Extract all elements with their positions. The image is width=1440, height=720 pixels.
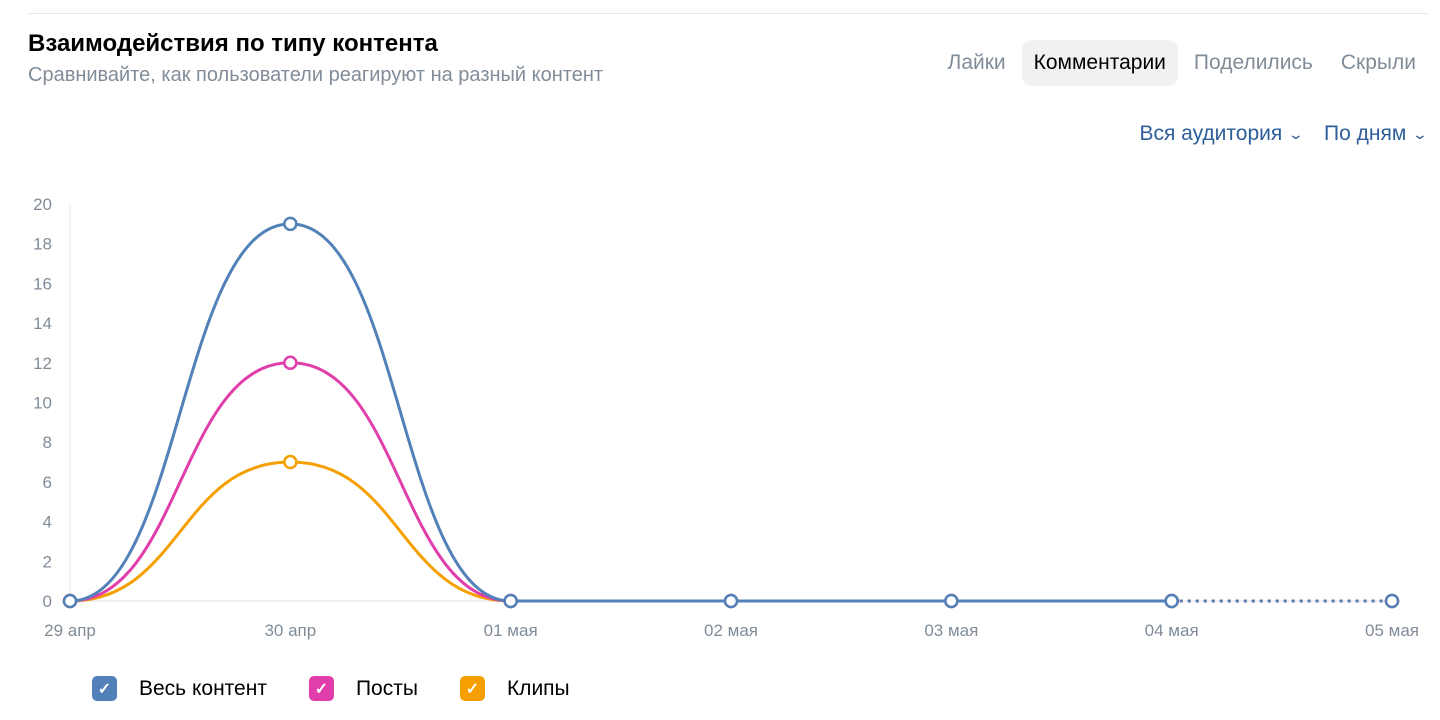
- y-tick-label: 10: [33, 394, 52, 413]
- chevron-down-icon: ⌄: [1287, 125, 1305, 142]
- filters: Вся аудитория ⌄ По дням ⌄: [1139, 122, 1429, 146]
- data-point: [1384, 593, 1400, 609]
- x-tick-label: 03 мая: [924, 621, 978, 640]
- tab-hidden[interactable]: Скрыли: [1340, 51, 1416, 74]
- legend-item-clips[interactable]: ✓ Клипы: [459, 676, 570, 701]
- checkbox-checked-icon[interactable]: ✓: [308, 676, 334, 701]
- data-point: [62, 593, 78, 609]
- x-tick-label: 04 мая: [1145, 621, 1199, 640]
- top-divider: [28, 13, 1428, 14]
- y-tick-label: 16: [33, 274, 52, 293]
- page-subtitle: Сравнивайте, как пользователи реагируют …: [28, 64, 604, 86]
- tab-shares[interactable]: Поделились: [1193, 51, 1313, 74]
- data-point: [283, 216, 298, 232]
- x-tick-label: 29 апр: [44, 621, 96, 640]
- audience-label: Вся аудитория: [1139, 122, 1283, 145]
- tab-comments[interactable]: Комментарии: [1021, 40, 1178, 86]
- data-point: [283, 355, 298, 371]
- series-line: [69, 460, 1172, 603]
- data-point: [283, 454, 298, 470]
- period-label: По дням: [1323, 122, 1407, 145]
- legend: ✓ Весь контент ✓ Посты ✓ Клипы: [92, 676, 570, 701]
- series-line: [69, 222, 1172, 603]
- legend-item-posts[interactable]: ✓ Посты: [308, 676, 418, 701]
- x-tick-label: 01 мая: [484, 621, 538, 640]
- data-point: [723, 593, 739, 609]
- checkbox-checked-icon[interactable]: ✓: [92, 676, 117, 701]
- y-tick-label: 2: [43, 552, 52, 571]
- y-tick-label: 20: [33, 195, 52, 214]
- period-dropdown[interactable]: По дням ⌄: [1323, 122, 1429, 146]
- legend-item-all[interactable]: ✓ Весь контент: [92, 676, 267, 701]
- y-tick-label: 0: [43, 592, 52, 611]
- y-tick-label: 6: [43, 473, 52, 492]
- legend-label: Клипы: [506, 676, 570, 700]
- y-tick-label: 4: [43, 513, 52, 532]
- page-title: Взаимодействия по типу контента: [28, 30, 438, 57]
- data-point: [944, 593, 959, 609]
- x-tick-label: 30 апр: [264, 621, 316, 640]
- y-tick-label: 18: [33, 235, 52, 254]
- x-tick-label: 05 мая: [1365, 621, 1419, 640]
- metric-tabs: Лайки Комментарии Поделились Скрыли: [936, 40, 1428, 86]
- y-tick-label: 12: [33, 354, 52, 373]
- tab-likes[interactable]: Лайки: [947, 51, 1006, 74]
- checkbox-checked-icon[interactable]: ✓: [459, 676, 485, 701]
- data-point: [503, 593, 518, 609]
- audience-dropdown[interactable]: Вся аудитория ⌄: [1139, 122, 1305, 146]
- data-point: [1164, 593, 1179, 609]
- x-tick-label: 02 мая: [704, 621, 758, 640]
- legend-label: Посты: [355, 676, 418, 700]
- chevron-down-icon: ⌄: [1411, 125, 1429, 142]
- y-tick-label: 14: [33, 314, 52, 333]
- series-line: [69, 361, 1172, 603]
- y-tick-label: 8: [43, 433, 52, 452]
- legend-label: Весь контент: [139, 676, 267, 700]
